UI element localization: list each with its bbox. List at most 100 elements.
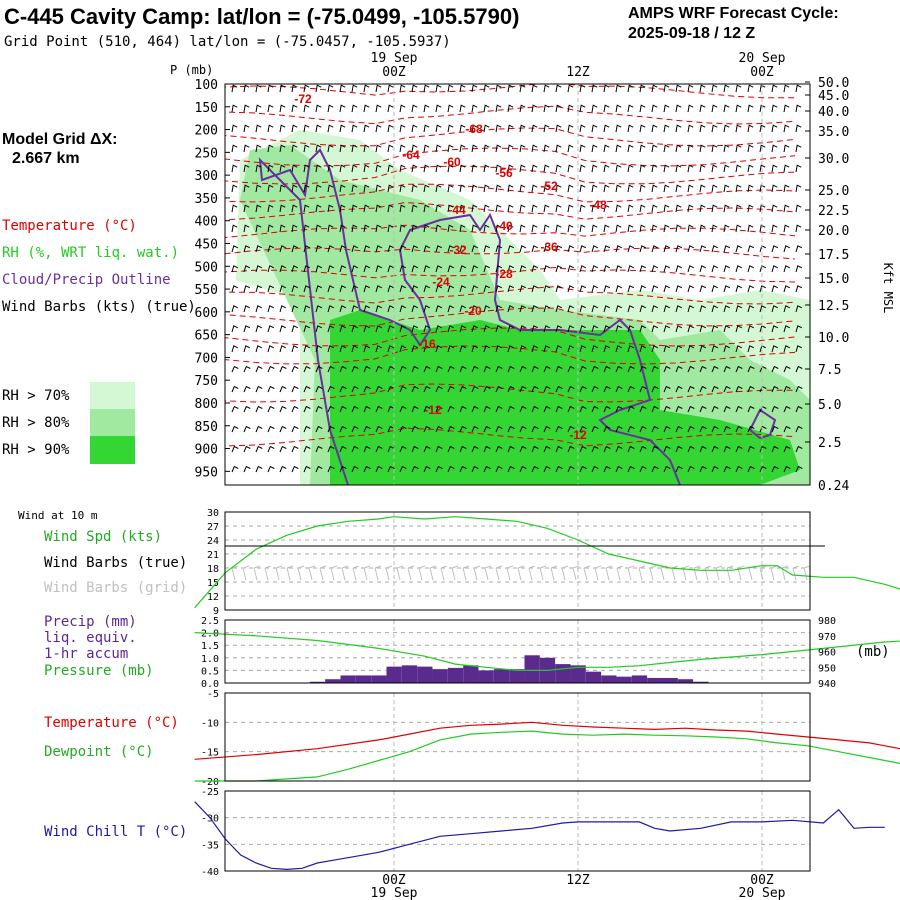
wind-barb bbox=[291, 385, 299, 393]
pressure-tick-label: 200 bbox=[195, 124, 218, 139]
wind-barb bbox=[303, 445, 311, 453]
wind-barb bbox=[471, 124, 478, 133]
wind-barb bbox=[519, 425, 527, 433]
wind-barb bbox=[651, 124, 658, 133]
wind-barb bbox=[543, 224, 550, 233]
wind-barb-grid bbox=[550, 565, 558, 581]
wind-barb bbox=[267, 325, 275, 333]
wind-barb bbox=[555, 124, 562, 133]
wind-barb bbox=[303, 184, 310, 193]
wind-barb-grid bbox=[803, 565, 811, 581]
wind-barb bbox=[411, 385, 419, 393]
wind-barb bbox=[675, 84, 682, 93]
wind-barb bbox=[387, 465, 395, 473]
y-tick-label: 0.0 bbox=[201, 679, 219, 690]
wind-barb bbox=[699, 164, 706, 173]
wind-barb bbox=[579, 164, 586, 173]
wind-barb bbox=[351, 164, 358, 173]
precip-bar bbox=[647, 677, 663, 683]
wind-barb bbox=[447, 204, 454, 213]
wind-barb bbox=[243, 405, 251, 413]
wind-barb bbox=[387, 224, 394, 233]
wind-barb bbox=[483, 164, 490, 173]
wind-barb bbox=[387, 345, 395, 353]
height-tick-label: 2.5 bbox=[818, 436, 841, 451]
wind-barb bbox=[783, 465, 791, 473]
wind-barb bbox=[699, 385, 707, 393]
wind-barb bbox=[723, 385, 731, 393]
wind-barb bbox=[507, 184, 514, 193]
wind-barb bbox=[771, 445, 779, 453]
wind-barb bbox=[615, 465, 623, 473]
wind-barb bbox=[711, 124, 718, 133]
cross-section-plot: -72 -68 -64 -60 -56 -52 -48 -44 -40 -36 -32 -28 -24 -… bbox=[225, 84, 810, 485]
wind-barb bbox=[363, 204, 370, 213]
wind-barb bbox=[363, 345, 371, 353]
wind-barb bbox=[567, 245, 575, 253]
wind-barb bbox=[639, 245, 647, 253]
wind-barb bbox=[747, 124, 754, 133]
temperature-contours bbox=[225, 84, 796, 447]
wind-barb bbox=[255, 84, 262, 93]
wind-barb bbox=[675, 104, 682, 113]
wind-barb bbox=[627, 365, 635, 373]
wind-barb bbox=[435, 144, 442, 153]
wind-barb bbox=[327, 104, 334, 113]
wind-barb bbox=[351, 345, 359, 353]
wind-barb bbox=[531, 124, 538, 133]
wind-barb bbox=[447, 245, 455, 253]
wind-barb bbox=[639, 325, 647, 333]
wind-barb bbox=[459, 465, 467, 473]
wind-barb bbox=[711, 445, 719, 453]
wind-barb bbox=[783, 245, 791, 253]
wind-barb bbox=[627, 445, 635, 453]
wind-barb bbox=[279, 204, 286, 213]
temperature-label: -68 bbox=[465, 122, 483, 136]
wind-barb bbox=[555, 104, 562, 113]
wind-barb bbox=[291, 265, 299, 273]
wind-barb bbox=[615, 104, 622, 113]
wind-barb bbox=[363, 184, 370, 193]
wind-barb bbox=[627, 345, 635, 353]
wind-barb bbox=[279, 385, 287, 393]
wind-barb bbox=[267, 305, 275, 313]
height-tick-label: 35.0 bbox=[818, 125, 849, 140]
wind-barb bbox=[327, 405, 335, 413]
wind-barb bbox=[423, 164, 430, 173]
wind-barb bbox=[627, 84, 634, 93]
wind-barb bbox=[783, 164, 790, 173]
wind-barb bbox=[435, 345, 443, 353]
wind-barb bbox=[399, 164, 406, 173]
wind-barb bbox=[339, 365, 347, 373]
wind-barb-grid bbox=[627, 565, 635, 581]
wind-barb bbox=[531, 365, 539, 373]
wind-barb bbox=[747, 104, 754, 113]
wind-barb bbox=[747, 204, 754, 213]
wind-barb bbox=[555, 365, 563, 373]
precip-bar bbox=[386, 666, 402, 683]
wind-barb bbox=[279, 104, 286, 113]
wind-barb bbox=[411, 365, 419, 373]
wind-barb bbox=[231, 224, 238, 233]
wind-barb bbox=[423, 265, 431, 273]
wind-barb bbox=[747, 445, 755, 453]
wind-barb bbox=[711, 184, 718, 193]
wind-barb bbox=[267, 245, 275, 253]
wind-barb bbox=[471, 84, 478, 93]
wind-barb bbox=[723, 204, 730, 213]
wind-barb bbox=[615, 325, 623, 333]
wind-barb bbox=[435, 184, 442, 193]
wind-barb bbox=[231, 385, 239, 393]
wind-barb bbox=[303, 144, 310, 153]
wind-barb bbox=[687, 445, 695, 453]
y2-tick-label: 970 bbox=[818, 632, 836, 643]
wind-barb bbox=[735, 245, 743, 253]
wind-barb bbox=[747, 164, 754, 173]
wind-barb bbox=[723, 84, 730, 93]
legend-precip: Precip (mm) bbox=[44, 614, 137, 630]
wind-barb bbox=[231, 184, 238, 193]
y2-tick-label: 950 bbox=[818, 663, 836, 674]
wind-barb bbox=[363, 325, 371, 333]
wind-barb bbox=[255, 104, 262, 113]
wind-barb bbox=[723, 224, 730, 233]
